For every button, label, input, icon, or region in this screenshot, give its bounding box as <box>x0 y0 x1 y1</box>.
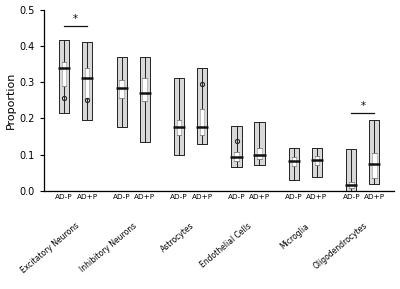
Text: Astrocytes: Astrocytes <box>160 221 196 254</box>
Text: *: * <box>73 14 78 24</box>
Text: Excitatory Neurons: Excitatory Neurons <box>20 221 82 275</box>
Text: Microglia: Microglia <box>279 221 311 251</box>
Text: Oligodendrocytes: Oligodendrocytes <box>311 221 369 271</box>
Text: *: * <box>360 101 366 111</box>
Y-axis label: Proportion: Proportion <box>6 71 16 129</box>
Text: Endothelial Cells: Endothelial Cells <box>199 221 254 269</box>
Text: Inhibitory Neurons: Inhibitory Neurons <box>79 221 139 274</box>
